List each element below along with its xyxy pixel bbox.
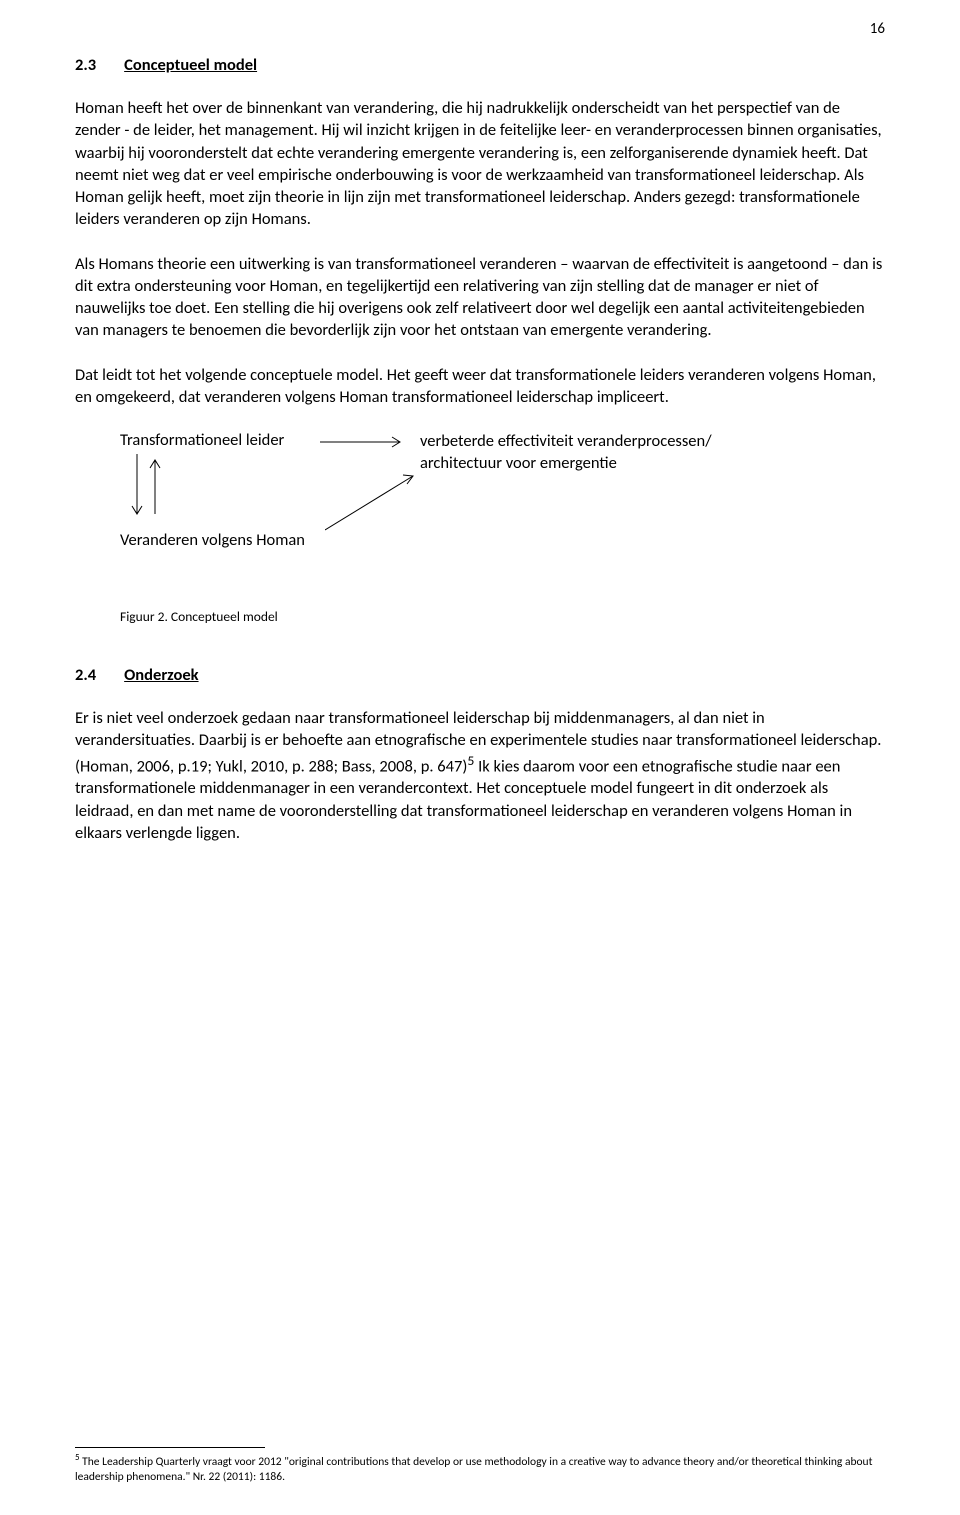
footnote-area: 5 The Leadership Quarterly vraagt voor 2…: [75, 1447, 885, 1485]
footnote-text: 5 The Leadership Quarterly vraagt voor 2…: [75, 1452, 885, 1485]
arrow-up-icon: [148, 454, 162, 524]
arrow-diagonal-icon: [325, 470, 425, 538]
section-title: Conceptueel model: [124, 55, 257, 75]
section-heading-2-4: 2.4 Onderzoek: [75, 665, 885, 685]
section-number: 2.4: [75, 665, 96, 685]
figure-caption: Figuur 2. Conceptueel model: [120, 608, 885, 625]
paragraph-3: Dat leidt tot het volgende conceptuele m…: [75, 364, 885, 409]
document-page: 16 2.3 Conceptueel model Homan heeft het …: [0, 0, 960, 1515]
diagram-node-effectiveness: verbeterde effectiviteit veranderprocess…: [420, 430, 712, 475]
conceptual-model-diagram: Transformationeel leider verbeterde effe…: [120, 430, 885, 600]
footnote-body: The Leadership Quarterly vraagt voor 201…: [75, 1455, 872, 1484]
paragraph-2: Als Homans theorie een uitwerking is van…: [75, 253, 885, 342]
diagram-node-right-line1: verbeterde effectiviteit veranderprocess…: [420, 431, 712, 451]
footnote-rule: [75, 1447, 265, 1448]
diagram-node-change-homan: Veranderen volgens Homan: [120, 530, 305, 550]
paragraph-1: Homan heeft het over de binnenkant van v…: [75, 97, 885, 231]
section-number: 2.3: [75, 55, 96, 75]
arrow-right-icon: [320, 435, 410, 449]
page-number: 16: [870, 20, 885, 38]
paragraph-4: Er is niet veel onderzoek gedaan naar tr…: [75, 707, 885, 844]
section-title: Onderzoek: [124, 665, 198, 685]
diagram-node-right-line2: architectuur voor emergentie: [420, 453, 617, 473]
section-heading-2-3: 2.3 Conceptueel model: [75, 55, 885, 75]
arrow-down-icon: [130, 454, 144, 524]
diagram-node-transformational-leader: Transformationeel leider: [120, 430, 284, 450]
